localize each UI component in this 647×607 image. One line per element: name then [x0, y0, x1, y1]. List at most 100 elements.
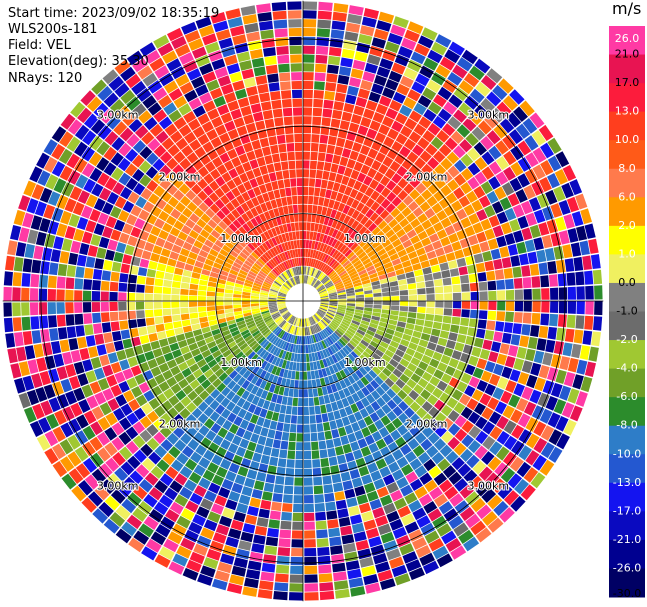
range-gate — [417, 213, 428, 224]
range-gate — [253, 332, 262, 340]
range-gate — [447, 410, 460, 423]
range-gate — [342, 277, 351, 283]
colorbar-tick-label: 21.0 — [615, 48, 640, 61]
range-gate — [447, 72, 463, 86]
range-gate — [110, 384, 122, 397]
range-gate — [273, 591, 288, 601]
range-gate — [241, 68, 255, 80]
range-gate — [516, 241, 527, 254]
range-gate — [476, 231, 487, 243]
range-gate — [348, 505, 360, 516]
range-gate — [517, 215, 529, 229]
range-gate — [262, 340, 270, 349]
range-gate — [438, 197, 451, 209]
range-gate — [448, 332, 458, 342]
range-gate — [355, 294, 364, 298]
range-gate — [242, 263, 251, 271]
range-gate — [262, 109, 273, 120]
range-gate — [540, 313, 550, 326]
range-gate — [386, 148, 399, 160]
range-gate — [83, 279, 93, 290]
range-gate — [397, 249, 407, 258]
range-gate — [400, 295, 409, 301]
range-gate — [288, 160, 296, 170]
range-gate — [437, 254, 448, 264]
range-gate — [399, 306, 409, 312]
range-gate — [279, 340, 285, 349]
range-gate — [397, 344, 408, 353]
range-gate — [294, 326, 298, 335]
range-gate — [199, 344, 209, 353]
range-gate — [68, 375, 81, 390]
range-gate — [31, 184, 45, 200]
range-gate — [204, 336, 215, 344]
range-gate — [259, 270, 268, 277]
range-gate — [198, 311, 207, 318]
range-gate — [325, 255, 332, 264]
range-gate — [327, 336, 334, 345]
range-gate — [350, 322, 359, 329]
range-gate — [254, 525, 268, 536]
range-gate — [322, 349, 328, 358]
range-gate — [525, 212, 538, 227]
range-gate — [284, 242, 289, 251]
range-gate — [246, 31, 261, 42]
range-gate — [382, 305, 391, 310]
range-gate — [222, 349, 232, 358]
range-gate — [289, 278, 295, 287]
range-gate — [272, 439, 281, 449]
range-gate — [221, 83, 234, 95]
range-gate — [431, 328, 441, 337]
range-gate — [434, 307, 444, 315]
ring-label: 1.00km — [220, 356, 262, 369]
range-gate — [367, 167, 377, 179]
range-gate — [360, 194, 370, 205]
range-gate — [81, 163, 95, 178]
range-gate — [140, 188, 153, 200]
range-gate — [448, 260, 458, 269]
range-gate — [327, 257, 334, 266]
range-gate — [460, 317, 470, 327]
range-gate — [395, 112, 408, 125]
range-gate — [424, 208, 436, 219]
range-gate — [221, 329, 231, 337]
range-gate — [273, 208, 280, 217]
range-gate — [294, 267, 298, 276]
range-gate — [60, 210, 72, 225]
range-gate — [335, 446, 344, 456]
range-gate — [489, 373, 501, 386]
range-gate — [355, 191, 364, 202]
range-gate — [486, 190, 499, 204]
range-gate — [347, 239, 356, 249]
range-gate — [90, 356, 102, 369]
range-gate — [43, 384, 56, 399]
range-gate — [417, 95, 432, 108]
range-gate — [228, 356, 238, 366]
range-gate — [353, 411, 363, 422]
range-gate — [128, 399, 140, 412]
range-gate — [458, 195, 471, 208]
range-gate — [274, 315, 282, 322]
range-gate — [237, 183, 247, 194]
range-gate — [351, 257, 360, 265]
range-gate — [394, 212, 405, 223]
range-gate — [251, 265, 260, 273]
range-gate — [289, 249, 294, 259]
range-gate — [22, 258, 33, 273]
range-gate — [594, 301, 603, 316]
range-gate — [355, 369, 364, 379]
range-gate — [233, 333, 242, 341]
range-gate — [291, 277, 296, 286]
range-gate — [454, 500, 470, 514]
range-gate — [339, 349, 347, 358]
range-gate — [83, 113, 99, 129]
range-gate — [530, 472, 546, 489]
range-gate — [383, 474, 395, 486]
range-gate — [563, 213, 575, 229]
range-gate — [270, 345, 277, 354]
range-gate — [409, 478, 423, 491]
range-gate — [380, 531, 395, 544]
range-gate — [264, 545, 278, 555]
range-gate — [330, 29, 345, 40]
range-gate — [74, 446, 89, 462]
